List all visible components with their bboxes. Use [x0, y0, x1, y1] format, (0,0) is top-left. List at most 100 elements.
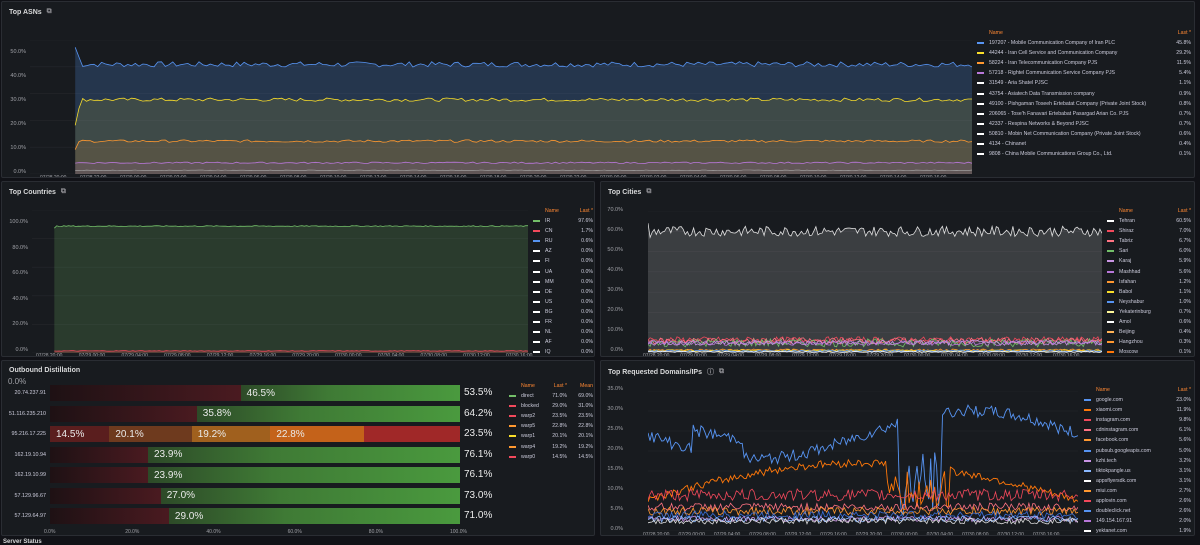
- legend-item[interactable]: 49100 - Pishgaman Toseeh Ertebatat Compa…: [977, 99, 1191, 109]
- legend-item[interactable]: doubleclick.net 2.6%: [1084, 506, 1191, 516]
- legend-item[interactable]: yektanet.com 1.9%: [1084, 526, 1191, 535]
- legend-item[interactable]: warp0 14.5% 14.5%: [509, 452, 593, 462]
- bar-row[interactable]: 23.9%: [50, 467, 460, 483]
- legend-item[interactable]: Tehran 60.5%: [1107, 216, 1191, 226]
- legend-item[interactable]: 149.154.167.91 2.0%: [1084, 516, 1191, 526]
- legend-item[interactable]: Tabriz 6.7%: [1107, 236, 1191, 246]
- bar-segment[interactable]: 27.0%: [160, 487, 460, 504]
- cities-timeseries-chart[interactable]: [648, 211, 1102, 353]
- legend-item[interactable]: IQ 0.0%: [533, 347, 593, 356]
- series-line-isfahan[interactable]: [648, 348, 1102, 352]
- bar-segment[interactable]: [50, 467, 148, 483]
- legend-item[interactable]: direct 71.0% 69.0%: [509, 391, 593, 401]
- legend-item[interactable]: 9808 - China Mobile Communications Group…: [977, 149, 1191, 159]
- legend-item[interactable]: miui.com 2.7%: [1084, 486, 1191, 496]
- bar-segment[interactable]: [363, 426, 460, 442]
- series-line-sari[interactable]: [648, 337, 1102, 348]
- legend-item[interactable]: blocked 29.0% 31.0%: [509, 401, 593, 411]
- series-line-amol[interactable]: [648, 350, 1102, 353]
- series-line-ir[interactable]: [54, 225, 528, 229]
- legend-item[interactable]: 4134 - Chinanet 0.4%: [977, 139, 1191, 149]
- legend-item[interactable]: Amol 0.6%: [1107, 317, 1191, 327]
- series-line-pubsub[interactable]: [648, 509, 1078, 521]
- panel-title[interactable]: Top ASNs ⧉: [9, 8, 52, 16]
- legend-item[interactable]: Shiraz 7.0%: [1107, 226, 1191, 236]
- legend-header-name[interactable]: Name: [989, 30, 1003, 36]
- legend-header-last[interactable]: Last *: [1177, 208, 1191, 214]
- info-icon[interactable]: ⓘ: [707, 369, 714, 376]
- series-line-asn-31549[interactable]: [75, 169, 972, 172]
- legend-item[interactable]: Karaj 5.9%: [1107, 256, 1191, 266]
- legend-item[interactable]: Mashhad 5.6%: [1107, 266, 1191, 276]
- series-line-appsflyer[interactable]: [648, 517, 1078, 525]
- legend-item[interactable]: warp1 20.1% 20.1%: [509, 431, 593, 441]
- legend-item[interactable]: 206065 - Tose'h Fanavari Ertebabat Pasar…: [977, 109, 1191, 119]
- legend-item[interactable]: 44244 - Iran Cell Service and Communicat…: [977, 48, 1191, 58]
- legend-item[interactable]: CN 1.7%: [533, 226, 593, 236]
- bar-segment[interactable]: [50, 446, 148, 463]
- legend-item[interactable]: kzhi.tech 3.2%: [1084, 456, 1191, 466]
- bar-segment[interactable]: [50, 405, 197, 422]
- legend-item[interactable]: warp5 22.8% 22.8%: [509, 421, 593, 431]
- legend-header-last[interactable]: Last *: [579, 208, 593, 214]
- legend-item[interactable]: xiaomi.com 11.9%: [1084, 405, 1191, 415]
- legend-header-last[interactable]: Last *: [1177, 387, 1191, 393]
- legend-item[interactable]: US 0.0%: [533, 297, 593, 307]
- panel-title[interactable]: Top Cities ⧉: [608, 188, 651, 196]
- legend-item[interactable]: NL 0.0%: [533, 327, 593, 337]
- bar-segment[interactable]: [50, 487, 161, 504]
- series-line-google[interactable]: [648, 404, 1078, 517]
- server-status-title[interactable]: Server Status: [3, 539, 42, 545]
- legend-item[interactable]: applovin.com 2.6%: [1084, 496, 1191, 506]
- legend-item[interactable]: BG 0.0%: [533, 307, 593, 317]
- legend-item[interactable]: 43754 - Asiatech Data Transmission compa…: [977, 88, 1191, 98]
- panel-title[interactable]: Top Countries ⧉: [9, 188, 66, 196]
- series-line-neyshabur[interactable]: [648, 349, 1102, 353]
- bar-segment[interactable]: 46.5%: [240, 385, 460, 401]
- panel-title[interactable]: Top Requested Domains/IPs ⓘ ⧉: [608, 367, 724, 377]
- legend-item[interactable]: Babol 1.1%: [1107, 287, 1191, 297]
- series-line-cdninstagram[interactable]: [648, 501, 1078, 513]
- legend-item[interactable]: 42337 - Respina Networks & Beyond PJSC 0.…: [977, 119, 1191, 129]
- legend-item[interactable]: Hangzhou 0.3%: [1107, 337, 1191, 347]
- bar-row[interactable]: 46.5%: [50, 385, 460, 401]
- series-line-asn-197207[interactable]: [74, 47, 972, 68]
- series-line-mashhad[interactable]: [648, 339, 1102, 347]
- legend-item[interactable]: cdninstagram.com 6.1%: [1084, 425, 1191, 435]
- bar-segment[interactable]: [50, 508, 169, 524]
- series-line-instagram[interactable]: [648, 488, 1078, 503]
- legend-item[interactable]: MM 0.0%: [533, 277, 593, 287]
- legend-header-name[interactable]: Name: [1119, 208, 1133, 214]
- legend-item[interactable]: IR 97.6%: [533, 216, 593, 226]
- series-line-asn-58224[interactable]: [74, 139, 972, 150]
- legend-item[interactable]: Yekaterinburg 0.7%: [1107, 307, 1191, 317]
- bar-segment[interactable]: 22.8%: [270, 426, 364, 442]
- bar-segment[interactable]: 20.1%: [109, 426, 192, 442]
- bar-segment[interactable]: 23.9%: [147, 446, 460, 463]
- legend-item[interactable]: Sari 6.0%: [1107, 246, 1191, 256]
- bar-segment[interactable]: 23.9%: [147, 467, 460, 483]
- domains-timeseries-chart[interactable]: [648, 391, 1078, 531]
- series-line-asn-57218[interactable]: [75, 161, 972, 164]
- legend-item[interactable]: Beijing 0.4%: [1107, 327, 1191, 337]
- legend-item[interactable]: Moscow 0.1%: [1107, 347, 1191, 356]
- legend-item[interactable]: 57218 - Rightel Communication Service Co…: [977, 68, 1191, 78]
- legend-item[interactable]: 197207 - Mobile Communication Company of…: [977, 38, 1191, 48]
- countries-timeseries-chart[interactable]: [32, 210, 528, 353]
- series-line-facebook[interactable]: [648, 505, 1078, 517]
- series-line-tehran[interactable]: [648, 223, 1102, 239]
- legend-item[interactable]: tiktokpangle.us 3.1%: [1084, 466, 1191, 476]
- legend-header-mean[interactable]: Mean: [580, 383, 593, 389]
- panel-title[interactable]: Outbound Distillation: [9, 367, 80, 374]
- bar-row[interactable]: 35.8%: [50, 405, 460, 422]
- legend-item[interactable]: warp2 23.5% 23.5%: [509, 411, 593, 421]
- legend-header-name[interactable]: Name: [1096, 387, 1110, 393]
- legend-item[interactable]: 31549 - Aria Shatel PJSC 1.1%: [977, 78, 1191, 88]
- bar-row[interactable]: 29.0%: [50, 508, 460, 524]
- bar-segment[interactable]: 14.5%: [50, 426, 110, 442]
- legend-item[interactable]: UA 0.0%: [533, 266, 593, 276]
- legend-item[interactable]: facebook.com 5.6%: [1084, 435, 1191, 445]
- legend-header-name[interactable]: Name: [545, 208, 559, 214]
- legend-header-last[interactable]: Last *: [1177, 30, 1191, 36]
- legend-item[interactable]: AF 0.0%: [533, 337, 593, 347]
